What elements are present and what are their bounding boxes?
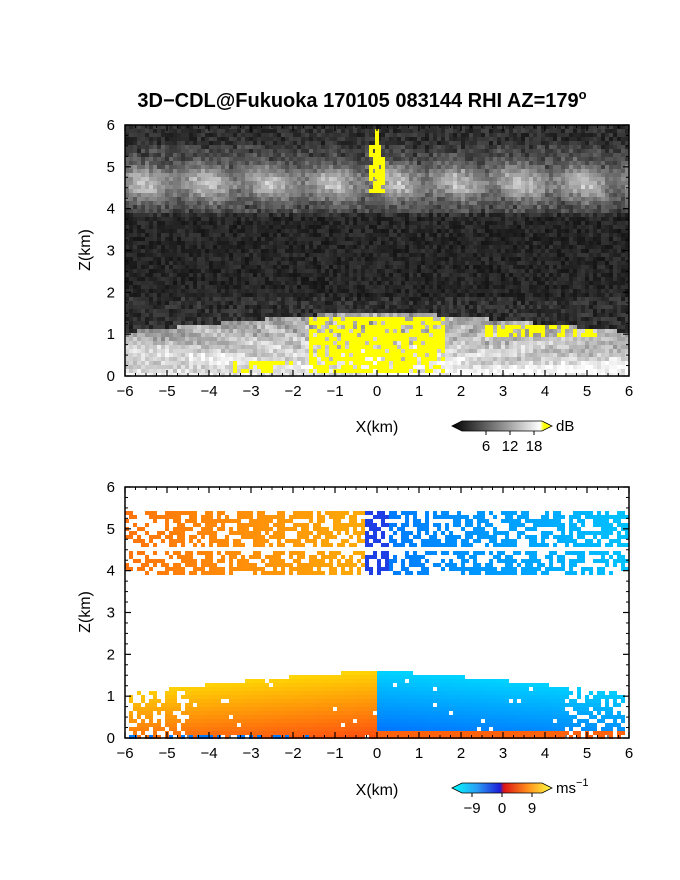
velocity-x-tick-label: −1 <box>326 745 343 762</box>
velocity-x-tick-label: −5 <box>158 745 175 762</box>
snr-x-tick-label: 5 <box>583 383 591 400</box>
velocity-y-tick-label: 0 <box>107 730 115 747</box>
velocity-y-tick-label: 5 <box>107 521 115 538</box>
velocity-x-axis-label: X(km) <box>356 782 399 799</box>
snr-y-axis-label: Z(km) <box>77 229 94 271</box>
snr-y-ticks: 0 1 2 3 4 5 6 <box>107 117 629 385</box>
velocity-x-tick-label: 1 <box>415 745 423 762</box>
velocity-y-axis-label: Z(km) <box>77 591 94 633</box>
velocity-y-tick-label: 3 <box>107 605 115 622</box>
velocity-colorbar-tick-label: 0 <box>498 800 506 817</box>
velocity-colorbar-bar <box>451 782 553 794</box>
velocity-x-ticks: −6 −5 −4 −3 −2 −1 0 1 2 3 4 5 6 <box>116 487 633 762</box>
snr-x-tick-label: 6 <box>625 383 633 400</box>
velocity-colorbar-unit: ms−1 <box>556 777 589 797</box>
velocity-x-tick-label: 2 <box>457 745 465 762</box>
snr-y-tick-label: 3 <box>107 243 115 260</box>
snr-y-tick-label: 5 <box>107 159 115 176</box>
figure-title: 3D−CDL@Fukuoka 170105 083144 RHI AZ=179o <box>137 87 586 112</box>
velocity-x-tick-label: 5 <box>583 745 591 762</box>
velocity-x-tick-label: −6 <box>116 745 133 762</box>
snr-x-tick-label: −6 <box>116 383 133 400</box>
snr-y-tick-label: 1 <box>107 326 115 343</box>
snr-colorbar-unit: dB <box>556 418 574 435</box>
velocity-colorbar: −9 0 9 ms−1 <box>451 777 589 817</box>
snr-x-tick-label: 4 <box>541 383 549 400</box>
snr-colorbar-bar <box>451 420 553 432</box>
velocity-y-ticks: 0 1 2 3 4 5 6 <box>107 479 629 747</box>
velocity-colorbar-tick-label: 9 <box>528 800 536 817</box>
snr-x-tick-label: 1 <box>415 383 423 400</box>
snr-y-tick-label: 6 <box>107 117 115 134</box>
velocity-x-tick-label: −2 <box>284 745 301 762</box>
velocity-x-tick-label: 6 <box>625 745 633 762</box>
velocity-colorbar-tick-label: −9 <box>463 800 480 817</box>
snr-x-tick-label: −2 <box>284 383 301 400</box>
velocity-y-tick-label: 4 <box>107 563 115 580</box>
snr-x-tick-label: −5 <box>158 383 175 400</box>
snr-x-axis-label: X(km) <box>356 419 399 436</box>
snr-x-ticks: −6 −5 −4 −3 −2 −1 0 1 2 3 4 5 6 <box>116 125 633 400</box>
snr-colorbar: 6 12 18 dB <box>451 418 574 455</box>
snr-x-tick-label: −4 <box>200 383 217 400</box>
velocity-y-tick-label: 1 <box>107 688 115 705</box>
snr-x-tick-label: 0 <box>373 383 381 400</box>
velocity-x-tick-label: −4 <box>200 745 217 762</box>
velocity-x-tick-label: −3 <box>242 745 259 762</box>
velocity-echo-layer <box>125 511 629 739</box>
velocity-x-tick-label: 4 <box>541 745 549 762</box>
snr-y-tick-label: 2 <box>107 284 115 301</box>
velocity-x-tick-label: 0 <box>373 745 381 762</box>
snr-colorbar-tick-label: 12 <box>502 438 519 455</box>
snr-colorbar-tick-label: 6 <box>482 438 490 455</box>
snr-x-tick-label: −1 <box>326 383 343 400</box>
snr-y-tick-label: 0 <box>107 368 115 385</box>
snr-x-tick-label: 3 <box>499 383 507 400</box>
snr-colorbar-tick-label: 18 <box>526 438 543 455</box>
snr-x-tick-label: 2 <box>457 383 465 400</box>
velocity-y-tick-label: 2 <box>107 646 115 663</box>
snr-echo-layer <box>125 125 629 377</box>
snr-y-tick-label: 4 <box>107 201 115 218</box>
snr-vertical-spike <box>375 129 379 180</box>
velocity-x-tick-label: 3 <box>499 745 507 762</box>
snr-x-tick-label: −3 <box>242 383 259 400</box>
velocity-y-tick-label: 6 <box>107 479 115 496</box>
